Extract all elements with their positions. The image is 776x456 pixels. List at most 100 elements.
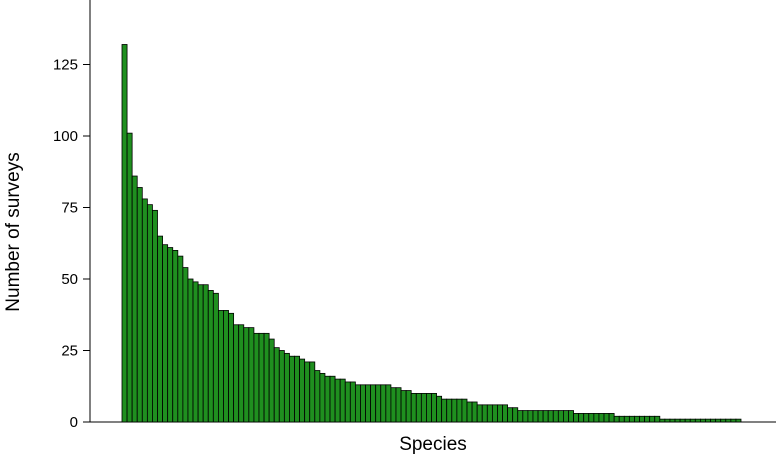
bar (126, 132, 133, 423)
y-tick-label: 0 (70, 414, 78, 431)
y-tick-label: 25 (61, 343, 78, 360)
bar (400, 390, 407, 423)
bar (278, 350, 285, 423)
bar (517, 410, 524, 423)
bar (481, 404, 488, 423)
bar (552, 410, 559, 423)
bar (644, 415, 651, 423)
bar (700, 418, 706, 423)
bar (136, 187, 143, 423)
bar (273, 347, 280, 423)
bar (420, 392, 427, 423)
bar (253, 332, 260, 423)
bar (532, 410, 539, 423)
bar (720, 418, 727, 423)
bar (456, 398, 463, 423)
bar (233, 324, 240, 423)
bar (618, 415, 625, 423)
bar (547, 410, 554, 423)
bar (705, 418, 711, 423)
bar (431, 392, 437, 423)
bar (512, 407, 519, 423)
bar (537, 410, 544, 423)
bar (491, 404, 498, 423)
bar (223, 310, 229, 423)
bar (669, 418, 676, 423)
bar (238, 324, 245, 423)
bar (177, 255, 184, 423)
bar (319, 372, 326, 423)
bar (309, 361, 316, 423)
bar (217, 310, 224, 423)
bar (451, 398, 458, 423)
bar (725, 418, 732, 423)
bar (258, 332, 265, 423)
bar (461, 398, 468, 423)
y-tick-label: 75 (61, 200, 78, 217)
bar (568, 410, 574, 423)
bar (689, 418, 696, 423)
bar (152, 209, 158, 423)
bar (141, 198, 148, 423)
bar (527, 410, 534, 423)
bar (395, 387, 402, 423)
bar (563, 410, 569, 423)
bar (684, 418, 691, 423)
x-axis-title: Species (399, 434, 467, 455)
bar (679, 418, 686, 423)
bar (360, 384, 366, 423)
bar-series (121, 44, 742, 423)
bar (486, 404, 493, 423)
bar (715, 418, 722, 423)
bar (263, 332, 270, 423)
bar (385, 384, 392, 423)
bar (613, 415, 620, 423)
bar (162, 244, 169, 423)
bar (730, 418, 737, 423)
bar (497, 404, 503, 423)
bar (390, 387, 397, 423)
bar (146, 204, 153, 423)
bar (294, 355, 300, 423)
bar (502, 404, 508, 423)
bar (197, 284, 204, 423)
bar (542, 410, 549, 423)
bar (299, 358, 306, 423)
bar (314, 370, 321, 423)
bar (324, 375, 331, 423)
bar (593, 413, 600, 423)
bar (522, 410, 529, 423)
y-axis-title: Number of surveys (3, 152, 24, 311)
bar (202, 284, 209, 423)
bar (131, 175, 138, 423)
bar (329, 375, 336, 423)
bar (659, 418, 666, 423)
bar (207, 290, 214, 423)
bar (623, 415, 630, 423)
bar (573, 413, 580, 423)
bar (471, 401, 478, 423)
y-axis-ticks: 0 25 50 75 100 125 (53, 57, 90, 431)
bar (289, 355, 295, 423)
bar (639, 415, 645, 423)
bar (375, 384, 382, 423)
bar (334, 378, 341, 423)
bar (339, 378, 346, 423)
bar (182, 267, 189, 423)
bar (649, 415, 656, 423)
bar (365, 384, 372, 423)
bar (507, 407, 514, 423)
bar (268, 338, 275, 423)
bar (735, 418, 742, 423)
bar (608, 413, 615, 423)
bar (283, 352, 290, 423)
y-tick-label: 50 (61, 271, 78, 288)
bar (588, 413, 595, 423)
bar (654, 415, 661, 423)
y-tick-label: 100 (53, 128, 78, 145)
bar (415, 392, 422, 423)
bar (121, 44, 128, 423)
bar (426, 392, 432, 423)
bar (380, 384, 387, 423)
